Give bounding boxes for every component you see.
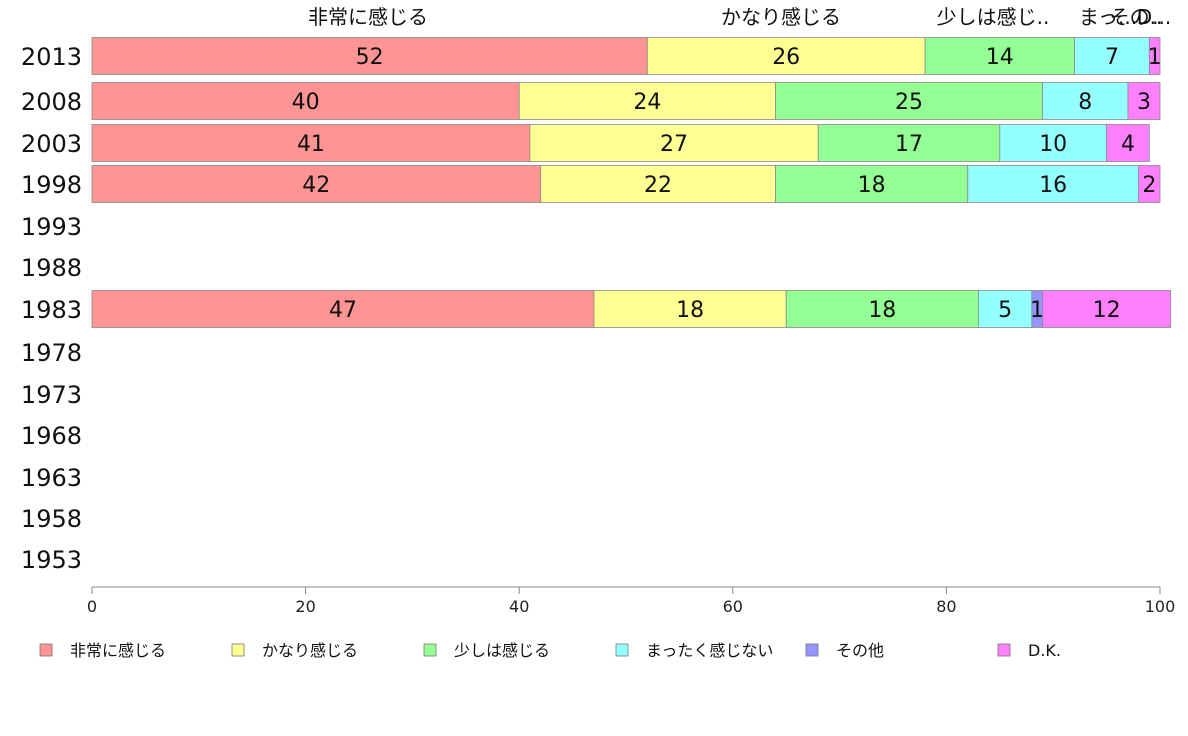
y-tick-label: 2008 [21, 88, 82, 116]
legend-label: 非常に感じる [70, 641, 166, 660]
bar-value-label: 1 [1030, 298, 1044, 323]
bar-segment [1138, 165, 1161, 203]
x-axis: 0 20 40 60 80 100 [87, 586, 1176, 616]
legend-swatch [615, 643, 629, 657]
legend: 非常に感じる かなり感じる 少しは感じる まったく感じない その他 D.K. [39, 641, 1061, 660]
bar-segment [529, 124, 819, 162]
y-tick-label: 1993 [21, 213, 82, 241]
bar-segment [1148, 37, 1161, 75]
bar-value-label: 5 [998, 298, 1012, 323]
x-tick-label: 40 [509, 597, 529, 616]
column-header-label: D... [1137, 5, 1171, 29]
y-tick-label: 2003 [21, 130, 82, 158]
bar-segment [540, 165, 776, 203]
bar-value-label: 18 [868, 298, 896, 323]
bar-value-label: 40 [292, 90, 320, 115]
y-tick-label: 1983 [21, 296, 82, 324]
bar-segment [1106, 124, 1150, 162]
bar-segment [999, 124, 1107, 162]
bar-value-label: 18 [858, 173, 886, 198]
bar-segment [91, 124, 531, 162]
bar-segment [593, 290, 787, 328]
legend-swatch [423, 643, 437, 657]
bar-value-label: 25 [895, 90, 923, 115]
y-tick-label: 1978 [21, 339, 82, 367]
bar-value-label: 41 [297, 132, 325, 157]
bar-segment [785, 290, 979, 328]
x-tick-label: 60 [723, 597, 743, 616]
y-tick-label: 1973 [21, 381, 82, 409]
bar-value-label: 52 [356, 45, 384, 70]
legend-label: かなり感じる [262, 641, 358, 660]
bar-segment [1042, 290, 1172, 328]
bar-value-label: 8 [1078, 90, 1092, 115]
y-tick-label: 2013 [21, 43, 82, 71]
bar-segment [91, 37, 648, 75]
bar-segment [1074, 37, 1150, 75]
bar-value-label: 24 [633, 90, 661, 115]
y-tick-label: 1988 [21, 254, 82, 282]
column-header-label: かなり感じる [721, 5, 841, 29]
y-tick-label: 1998 [21, 171, 82, 199]
bar-segment [775, 165, 969, 203]
y-tick-label: 1963 [21, 464, 82, 492]
legend-swatch [39, 643, 53, 657]
bar-value-label: 26 [772, 45, 800, 70]
legend-label: その他 [836, 641, 884, 660]
column-header-label: その.. [1110, 5, 1163, 29]
bar-value-label: 17 [895, 132, 923, 157]
bar-segment [91, 290, 595, 328]
bar-value-label: 1 [1148, 45, 1162, 70]
y-axis-labels: 2013 2008 2003 1998 1993 1988 1983 1978 1973 1968… [21, 43, 82, 574]
legend-swatch [997, 643, 1011, 657]
bar-segment [967, 165, 1140, 203]
bar-segment [1127, 82, 1161, 120]
bar-value-label: 10 [1039, 132, 1067, 157]
bar-segment [91, 165, 541, 203]
bar-segment [91, 82, 520, 120]
bar-value-label: 14 [986, 45, 1014, 70]
bar-value-label: 12 [1093, 298, 1121, 323]
bar-segment [518, 82, 776, 120]
x-tick-label: 20 [295, 597, 315, 616]
legend-label: まったく感じない [646, 641, 773, 660]
bar-value-label: 4 [1121, 132, 1135, 157]
column-header-label: まっ... [1079, 5, 1137, 29]
column-header-labels: 非常に感じる かなり感じる 少しは感じ.. まっ...その..D... [308, 5, 1171, 29]
column-header-label: 少しは感じ.. [937, 5, 1050, 29]
legend-swatch [231, 643, 245, 657]
legend-label: 少しは感じる [454, 641, 550, 660]
bar-value-label: 47 [329, 298, 357, 323]
bar-value-label: 2 [1142, 173, 1156, 198]
x-tick-label: 80 [936, 597, 956, 616]
bar-value-label: 42 [302, 173, 330, 198]
bar-value-label: 27 [660, 132, 688, 157]
bar-value-label: 3 [1137, 90, 1151, 115]
bar-segment [817, 124, 1001, 162]
bars: 52 26 14 7 1 40 24 25 8 3 41 27 17 10 4 42 22 18 16 2 47 18 18… [91, 37, 1172, 328]
bar-segment [775, 82, 1043, 120]
bar-value-label: 7 [1105, 45, 1119, 70]
x-tick-label: 100 [1145, 597, 1176, 616]
bar-value-label: 16 [1039, 173, 1067, 198]
legend-label: D.K. [1028, 641, 1061, 660]
bar-segment [1042, 82, 1129, 120]
column-header-label: 非常に感じる [308, 5, 428, 29]
bar-value-label: 18 [676, 298, 704, 323]
bar-segment [978, 290, 1033, 328]
y-tick-label: 1958 [21, 505, 82, 533]
y-tick-label: 1968 [21, 422, 82, 450]
bar-value-label: 22 [644, 173, 672, 198]
legend-swatch [805, 643, 819, 657]
y-tick-label: 1953 [21, 546, 82, 574]
x-tick-label: 0 [87, 597, 97, 616]
